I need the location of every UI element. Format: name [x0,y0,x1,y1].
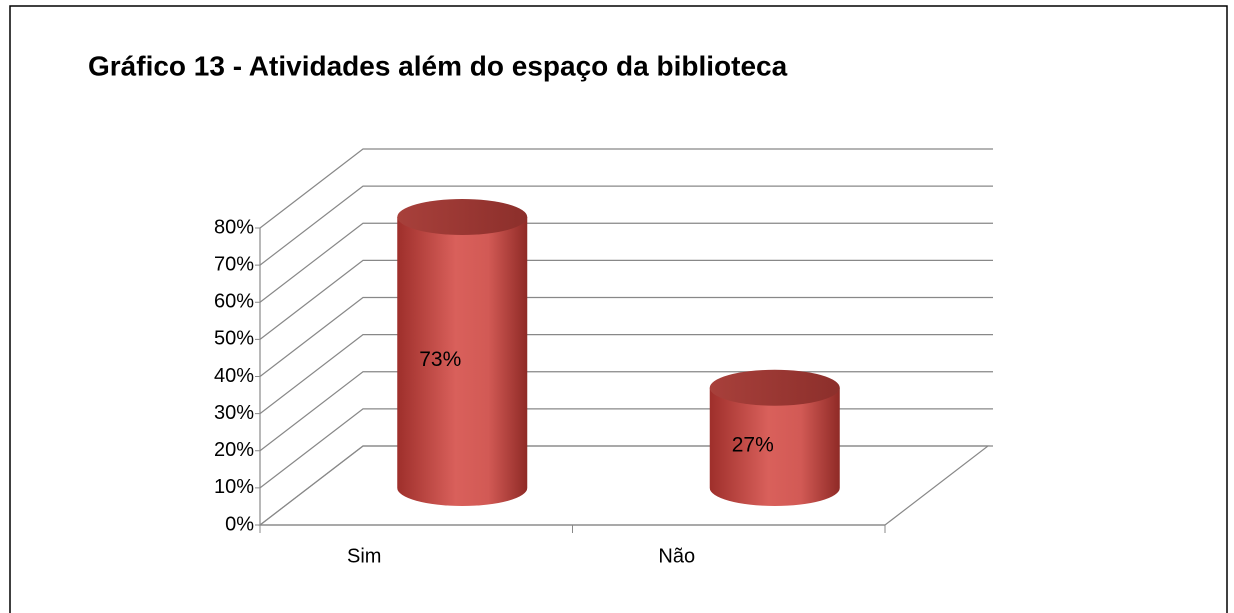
y-tick-label: 10% [214,476,254,498]
data-label: 73% [419,348,461,371]
y-tick-label: 60% [214,291,254,313]
bar-top [709,369,840,406]
y-tick-label: 80% [214,216,254,238]
data-label: 27% [732,433,774,456]
grid-line [259,296,993,377]
grid-line [259,222,993,303]
bar [397,216,528,507]
chart-title: Gráfico 13 - Atividades além do espaço d… [88,50,788,81]
y-tick-label: 20% [214,439,254,461]
frame [9,5,1228,613]
grid-line [259,185,993,266]
bar-top [397,198,528,235]
y-tick-label: 0% [225,513,254,535]
x-tick-label: Não [658,545,695,567]
y-tick-label: 50% [214,328,254,350]
bar [709,387,840,506]
grid-line [259,148,993,229]
y-tick-label: 70% [214,253,254,275]
grid-line [259,334,993,415]
x-tick-label: Sim [347,545,381,567]
y-tick-label: 40% [214,365,254,387]
y-tick-label: 30% [214,402,254,424]
grid-line [259,259,993,340]
